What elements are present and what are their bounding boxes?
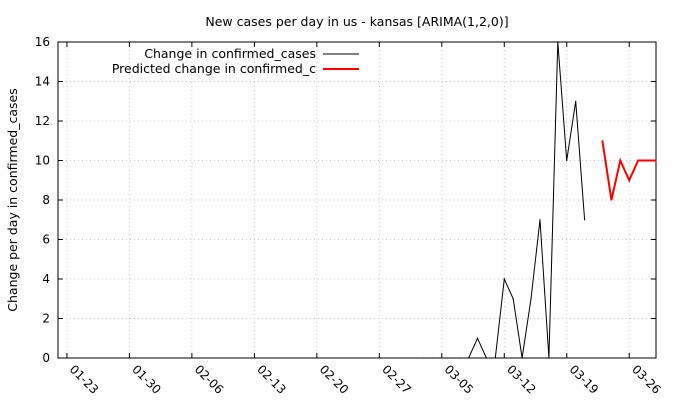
data-point bbox=[575, 100, 577, 102]
data-point bbox=[557, 41, 559, 43]
data-point bbox=[503, 278, 505, 280]
data-point bbox=[637, 159, 639, 162]
data-point bbox=[494, 357, 496, 359]
y-tick-label: 0 bbox=[42, 351, 50, 365]
x-tick-label: 03-19 bbox=[567, 362, 602, 397]
data-point bbox=[521, 357, 523, 359]
x-tick-label: 02-27 bbox=[379, 362, 414, 397]
data-point bbox=[539, 219, 541, 221]
data-point bbox=[467, 357, 470, 359]
series-lines bbox=[423, 41, 657, 359]
x-tick-label: 02-06 bbox=[192, 362, 227, 397]
data-point bbox=[619, 159, 621, 162]
y-tick-label: 12 bbox=[35, 114, 50, 128]
data-point bbox=[485, 357, 488, 359]
x-tick-label: 02-20 bbox=[317, 362, 352, 397]
y-tick-label: 16 bbox=[35, 35, 50, 49]
legend: Change in confirmed_cases Predicted chan… bbox=[112, 46, 359, 76]
data-point bbox=[601, 140, 604, 142]
grid bbox=[58, 42, 656, 358]
y-tick-label: 8 bbox=[42, 193, 50, 207]
data-point bbox=[459, 357, 461, 359]
data-point bbox=[441, 357, 443, 359]
y-tick-label: 14 bbox=[35, 75, 50, 89]
y-tick-label: 4 bbox=[42, 272, 50, 286]
legend-label-series-2: Predicted change in confirmed_c bbox=[112, 61, 316, 76]
data-point bbox=[530, 298, 532, 300]
data-point bbox=[583, 219, 586, 221]
data-point bbox=[628, 179, 630, 181]
data-point bbox=[610, 199, 612, 201]
x-tick-label: 01-23 bbox=[67, 362, 102, 397]
data-point bbox=[548, 357, 550, 359]
data-point bbox=[512, 298, 514, 300]
data-point bbox=[476, 337, 479, 339]
x-tick-label: 03-05 bbox=[442, 362, 477, 397]
x-tick-label: 03-12 bbox=[504, 362, 539, 397]
y-axis-label: Change per day in confirmed_cases bbox=[5, 88, 20, 311]
legend-label-series-1: Change in confirmed_cases bbox=[144, 46, 316, 61]
y-tick-label: 6 bbox=[42, 233, 50, 247]
data-point bbox=[432, 357, 434, 359]
chart-title: New cases per day in us - kansas [ARIMA(… bbox=[205, 14, 508, 29]
x-tick-label: 01-30 bbox=[129, 362, 164, 397]
data-point bbox=[655, 159, 657, 162]
data-point bbox=[450, 357, 452, 359]
data-point bbox=[423, 357, 425, 359]
data-point bbox=[646, 159, 648, 162]
x-tick-label: 03-26 bbox=[629, 362, 664, 397]
y-tick-label: 2 bbox=[42, 312, 50, 326]
data-point bbox=[566, 159, 568, 162]
x-tick-label: 02-13 bbox=[254, 362, 289, 397]
y-tick-label: 10 bbox=[35, 154, 50, 168]
